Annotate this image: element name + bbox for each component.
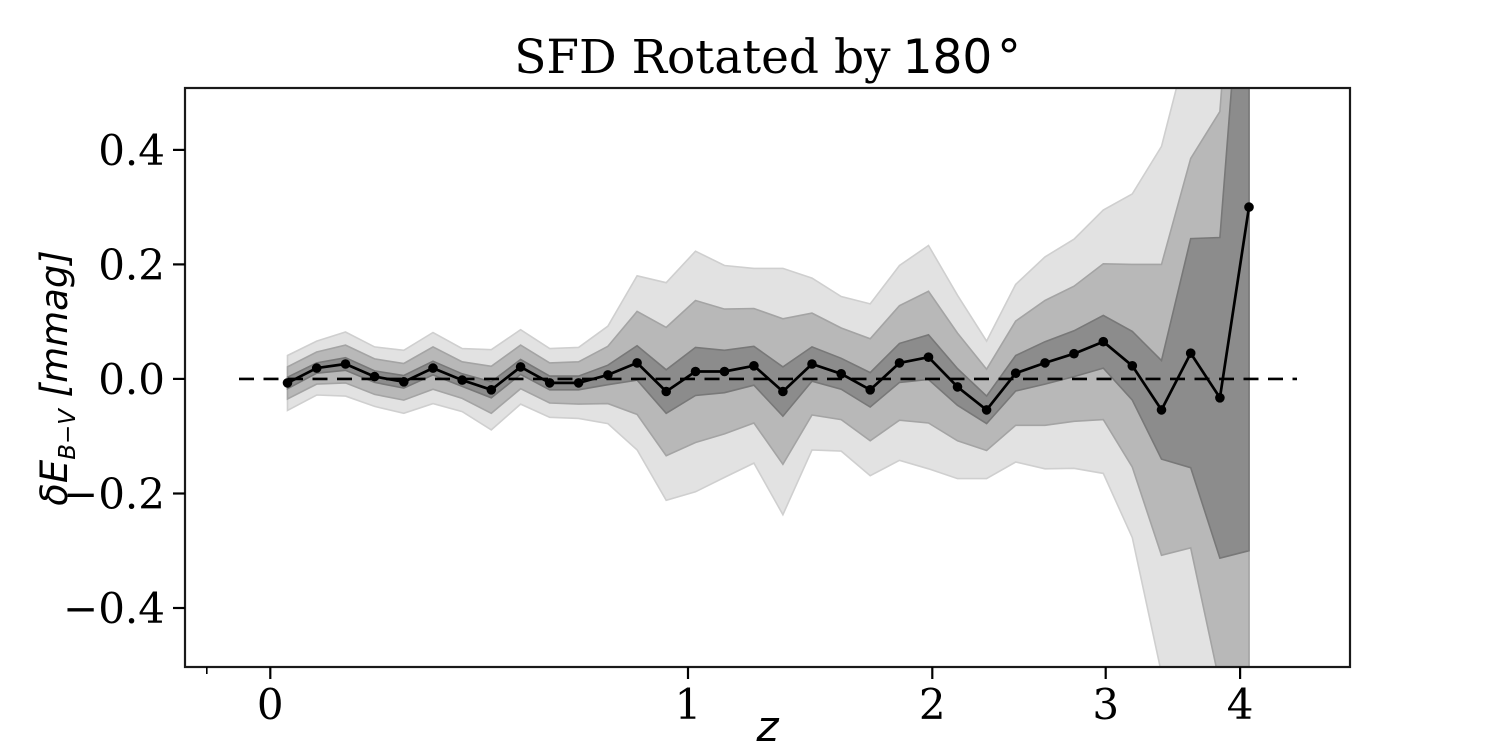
chart-title-text: SFD Rotated by (514, 30, 891, 85)
data-point (923, 352, 934, 363)
data-point (311, 363, 322, 373)
data-point (632, 358, 642, 368)
y-tick-label: 0.4 (98, 126, 165, 175)
confidence-inner-band (286, 88, 1250, 560)
x-tick-label: 3 (1092, 680, 1119, 729)
y-axis-label-unit: [mmag] (32, 250, 76, 410)
data-point (749, 361, 759, 371)
data-point (603, 370, 613, 380)
x-tick-label: 0 (257, 680, 284, 729)
data-point (1215, 393, 1225, 403)
data-point (457, 375, 468, 385)
data-point (1098, 336, 1109, 347)
data-point (399, 377, 409, 387)
data-point (981, 405, 992, 415)
plot-area (239, 88, 1297, 667)
data-point (282, 378, 293, 388)
data-point (1010, 368, 1021, 379)
data-point (1244, 202, 1254, 212)
chart-title-number: 180 (902, 30, 993, 85)
axes-spines (183, 86, 1352, 669)
data-point (544, 378, 555, 388)
data-point (486, 385, 497, 395)
x-tick-label: 4 (1227, 680, 1254, 729)
chart-title: SFD Rotated by 180 ° (185, 30, 1350, 85)
data-point (836, 369, 846, 379)
data-point (719, 366, 730, 377)
degree-symbol: ° (997, 30, 1021, 85)
data-point (1069, 348, 1079, 359)
x-tick-label: 2 (919, 680, 946, 729)
data-series-line (286, 206, 1251, 412)
data-point (428, 363, 438, 373)
y-axis-label-main: δE (32, 459, 76, 506)
x-axis-label: z (756, 702, 779, 750)
y-tick-label: −0.4 (63, 584, 165, 633)
data-point (1156, 405, 1167, 415)
data-point (1040, 358, 1050, 368)
data-point (661, 386, 671, 397)
data-point (515, 362, 526, 372)
data-point (369, 371, 380, 382)
data-point (778, 386, 788, 397)
y-axis-label-subscript: B−V (55, 409, 82, 460)
x-tick-label: 1 (675, 680, 702, 729)
data-point (894, 358, 905, 368)
y-axis-label: δEB−V [mmag] (33, 250, 81, 506)
y-tick-label: 0.2 (98, 240, 165, 289)
data-point (807, 359, 817, 369)
data-point (573, 378, 584, 388)
y-tick-label: −0.2 (63, 470, 165, 519)
data-point (340, 359, 351, 369)
data-point (865, 385, 875, 395)
data-point (1185, 348, 1196, 359)
y-tick-label: 0.0 (98, 355, 165, 404)
data-point (952, 382, 963, 392)
data-point (1127, 361, 1138, 371)
data-point (690, 366, 701, 377)
